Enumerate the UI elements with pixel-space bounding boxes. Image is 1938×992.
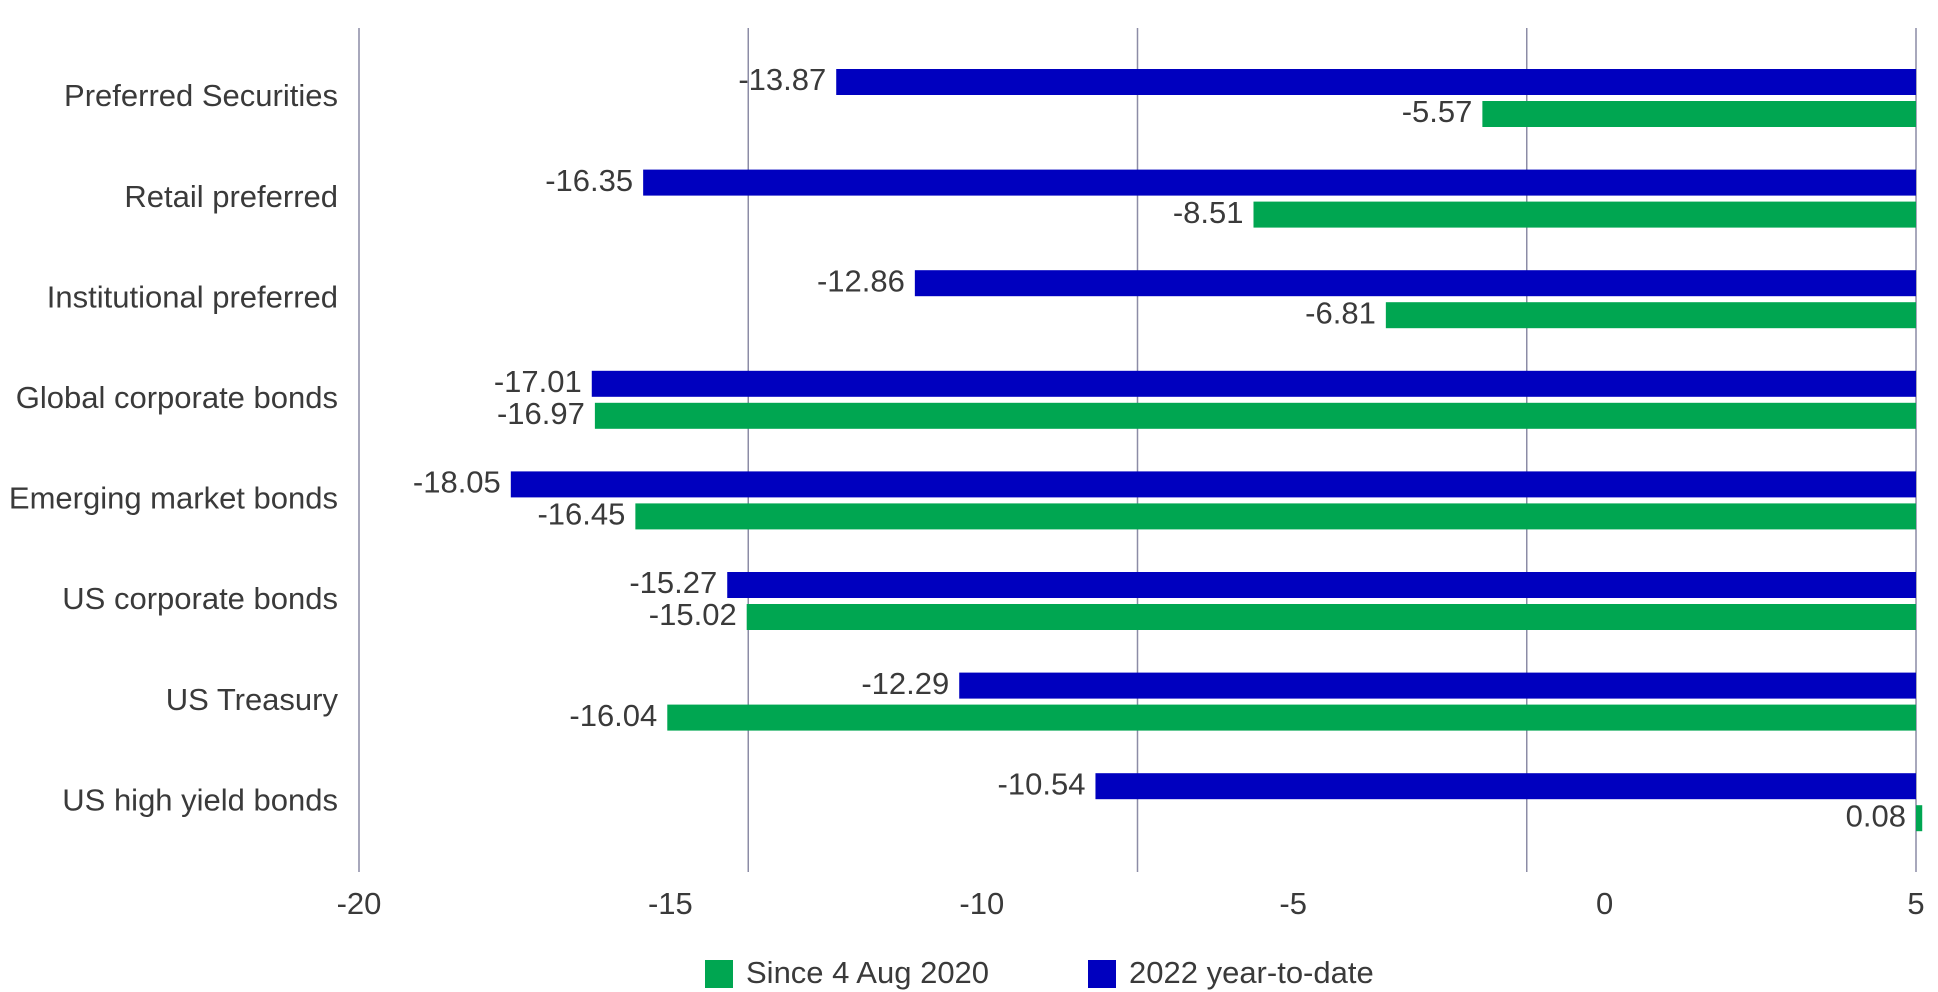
bar: [510, 471, 1916, 498]
data-label: -17.01: [494, 364, 582, 399]
x-tick-label: -15: [648, 886, 693, 921]
data-label: -16.45: [537, 497, 625, 532]
bar: [667, 704, 1916, 731]
data-label: -16.97: [497, 396, 585, 431]
legend-label: Since 4 Aug 2020: [746, 955, 989, 990]
bar: [594, 402, 1916, 429]
bar: [1253, 201, 1916, 228]
x-tick-label: -5: [1279, 886, 1307, 921]
bar: [1916, 805, 1923, 832]
category-label: Preferred Securities: [64, 78, 338, 113]
x-tick-label: -20: [337, 886, 382, 921]
category-label: US corporate bonds: [62, 581, 338, 616]
bar: [836, 69, 1917, 95]
data-label: -15.02: [649, 597, 737, 632]
data-label: -15.27: [629, 565, 717, 600]
bar: [1095, 773, 1916, 800]
legend-label: 2022 year-to-date: [1129, 955, 1374, 990]
legend-swatch: [1088, 960, 1116, 988]
data-label: -6.81: [1305, 295, 1376, 330]
data-label: 0.08: [1846, 798, 1906, 833]
category-label: US high yield bonds: [62, 782, 338, 817]
bar: [746, 604, 1916, 630]
bar: [727, 572, 1917, 598]
bar: [1385, 302, 1916, 329]
x-tick-label: 5: [1907, 886, 1924, 921]
data-label: -5.57: [1402, 94, 1473, 129]
legend-swatch: [705, 960, 733, 988]
bar: [1482, 101, 1916, 127]
data-label: -12.29: [861, 666, 949, 701]
bar: [914, 270, 1916, 297]
data-label: -13.87: [738, 62, 826, 97]
data-label: -16.35: [545, 163, 633, 198]
category-label: Global corporate bonds: [16, 380, 338, 415]
data-label: -16.04: [569, 698, 657, 733]
category-label: US Treasury: [166, 682, 339, 717]
data-label: -10.54: [998, 766, 1086, 801]
bar: [959, 672, 1916, 699]
bar: [635, 503, 1917, 530]
data-label: -8.51: [1173, 195, 1244, 230]
category-label: Retail preferred: [124, 179, 338, 214]
bar: [591, 370, 1916, 397]
data-label: -12.86: [817, 263, 905, 298]
x-tick-label: -10: [959, 886, 1004, 921]
bar: [643, 169, 1916, 196]
category-label: Institutional preferred: [47, 279, 338, 314]
category-label: Emerging market bonds: [9, 481, 338, 516]
x-tick-label: 0: [1596, 886, 1613, 921]
data-label: -18.05: [413, 465, 501, 500]
